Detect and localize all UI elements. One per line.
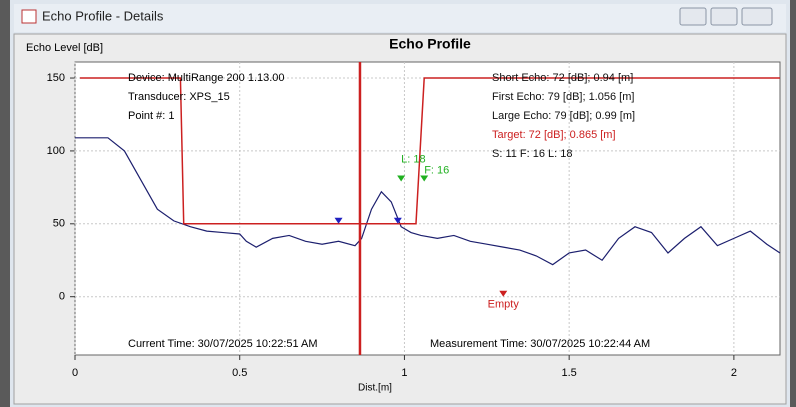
device-info: Transducer: XPS_15 — [128, 91, 230, 103]
maximize-button[interactable] — [710, 7, 738, 26]
y-axis-label: Echo Level [dB] — [26, 42, 103, 54]
marker-label: L: 18 — [401, 153, 425, 165]
x-tick-label: 1.5 — [562, 367, 577, 379]
x-axis-label: Dist.[m] — [358, 383, 392, 394]
x-tick-label: 0.5 — [232, 367, 247, 379]
chart-title: Echo Profile — [389, 36, 471, 52]
echo-info: Large Echo: 79 [dB]; 0.99 [m] — [492, 110, 635, 122]
device-info: Point #: 1 — [128, 110, 174, 122]
tvt-curve — [79, 77, 780, 225]
marker — [397, 175, 406, 182]
x-tick-label: 1 — [401, 367, 407, 379]
marker — [334, 217, 343, 224]
close-button[interactable] — [741, 7, 773, 26]
marker — [499, 290, 508, 297]
app-icon — [21, 9, 37, 24]
minimize-button[interactable] — [679, 7, 707, 26]
marker — [420, 175, 429, 182]
device-info: Device: MultiRange 200 1.13.00 — [128, 72, 285, 84]
echo-info: Target: 72 [dB]; 0.865 [m] — [492, 129, 616, 141]
y-tick-label: 0 — [59, 291, 65, 303]
y-tick-label: 150 — [47, 72, 65, 84]
echo-info: S: 11 F: 16 L: 18 — [492, 148, 573, 160]
window-title: Echo Profile - Details — [42, 8, 164, 23]
y-tick-label: 100 — [47, 145, 65, 157]
marker-label: F: 16 — [424, 164, 449, 176]
echo-curve — [75, 137, 781, 266]
x-tick-label: 0 — [72, 367, 78, 379]
measurement-time: Measurement Time: 30/07/2025 10:22:44 AM — [430, 338, 650, 350]
y-tick-label: 50 — [53, 218, 65, 230]
x-tick-label: 2 — [731, 367, 737, 379]
title-bar — [14, 4, 786, 32]
marker-label: Empty — [488, 299, 520, 311]
current-time: Current Time: 30/07/2025 10:22:51 AM — [128, 338, 318, 350]
echo-info: First Echo: 79 [dB]; 1.056 [m] — [492, 91, 634, 103]
echo-info: Short Echo: 72 [dB]; 0.94 [m] — [492, 72, 633, 84]
marker — [393, 217, 402, 224]
plot-area — [74, 61, 781, 356]
